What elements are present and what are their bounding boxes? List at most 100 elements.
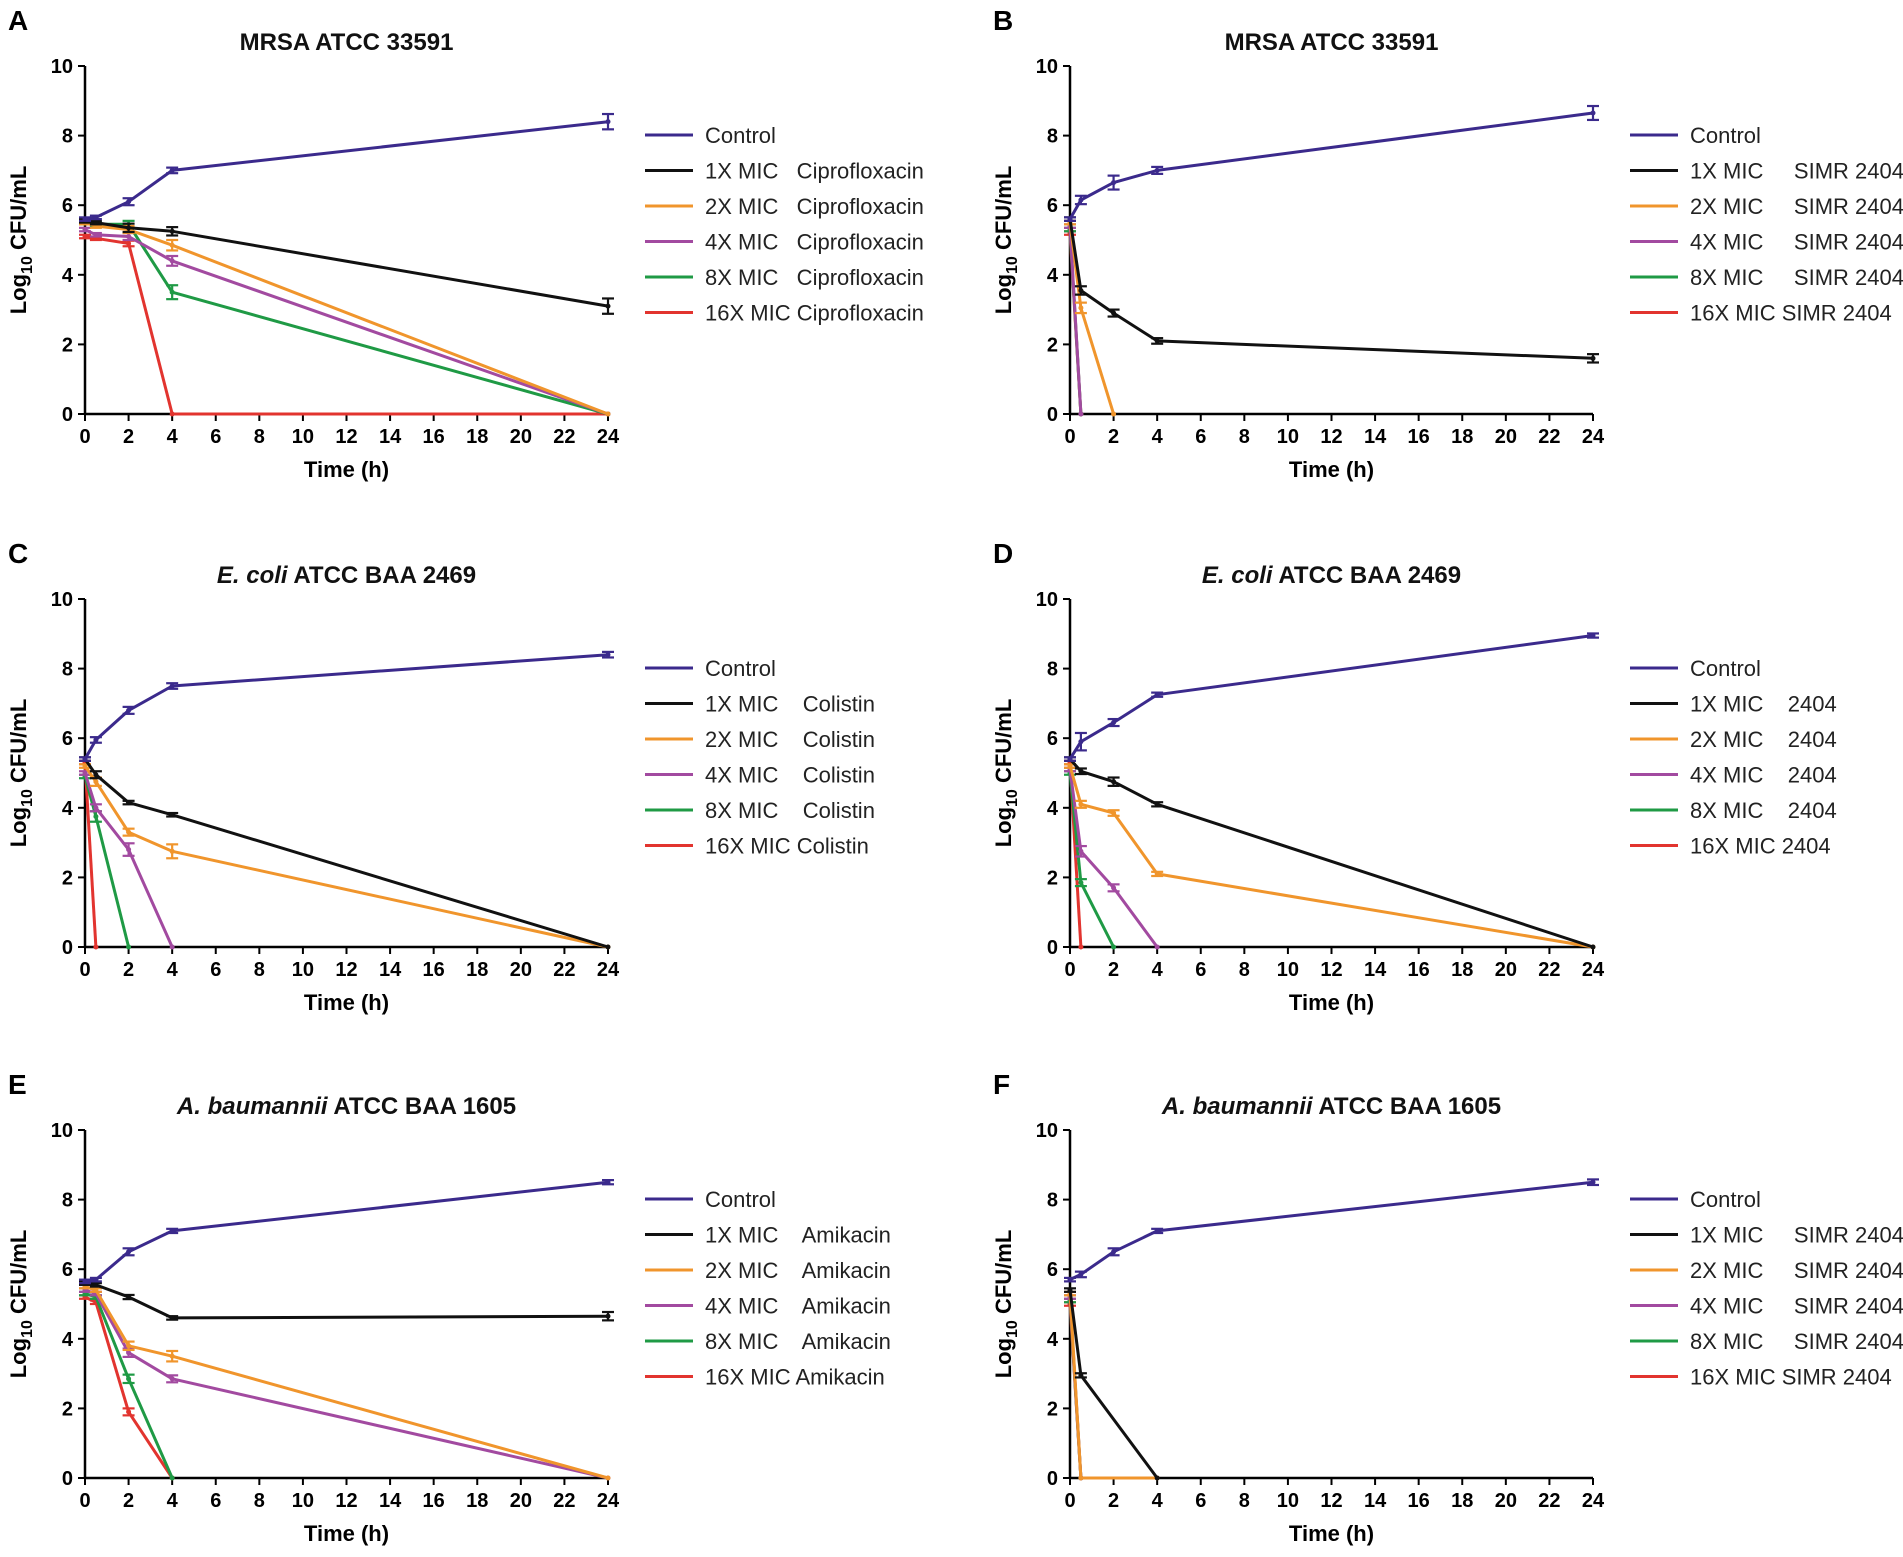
data-point (605, 1179, 611, 1185)
chart-title: E. coli ATCC BAA 2469 (217, 562, 476, 589)
series-line (84, 1180, 609, 1283)
series-line (83, 762, 98, 948)
series-line (84, 1281, 609, 1320)
series-control (79, 112, 614, 222)
y-tick-label: 4 (1047, 1329, 1059, 1351)
legend-label-2x: 2X MIC SIMR 2404 (1690, 1258, 1903, 1283)
legend-label-16x: 16X MIC Ciprofloxacin (705, 301, 924, 326)
x-tick-label: 8 (1239, 959, 1250, 981)
y-axis-label-main: Log (6, 1338, 31, 1378)
chart-title: A. baumannii ATCC BAA 1605 (176, 1093, 516, 1120)
data-point (126, 225, 132, 231)
y-axis-label-main: Log (991, 807, 1016, 847)
y-axis-label-main: Log (991, 274, 1016, 314)
series-line (1068, 769, 1159, 948)
x-tick-label: 20 (510, 959, 532, 981)
data-point (126, 1343, 132, 1349)
x-tick-label: 14 (1364, 426, 1387, 448)
legend-label-16x: 16X MIC Amikacin (705, 1365, 885, 1390)
data-point (1067, 756, 1073, 762)
x-tick-label: 24 (1582, 1490, 1605, 1512)
data-point (126, 1294, 132, 1300)
y-tick-label: 8 (62, 659, 73, 681)
data-point (605, 303, 611, 309)
legend-label-1x: 1X MIC Colistin (705, 692, 875, 717)
legend-label-16x: 16X MIC SIMR 2404 (1690, 301, 1892, 326)
series-line (84, 120, 609, 221)
x-tick-label: 22 (1538, 426, 1560, 448)
data-point (82, 756, 88, 762)
x-tick-label: 4 (1152, 959, 1164, 981)
y-tick-label: 6 (62, 728, 73, 750)
data-point (93, 737, 99, 743)
data-point (605, 944, 611, 950)
legend-label-control: Control (705, 123, 776, 148)
data-point (82, 1278, 88, 1284)
data-point (169, 1228, 175, 1234)
legend-label-2x: 2X MIC SIMR 2404 (1690, 194, 1903, 219)
data-point (1154, 1475, 1160, 1481)
data-point (169, 848, 175, 854)
data-point (93, 1287, 99, 1293)
data-point (1590, 355, 1596, 361)
y-tick-label: 0 (1047, 404, 1058, 426)
data-point (1111, 310, 1117, 316)
series-line (1068, 1293, 1158, 1480)
legend-label-4x: 4X MIC Colistin (705, 763, 875, 788)
legend-label-1x: 1X MIC 2404 (1690, 692, 1837, 717)
data-point (126, 847, 132, 853)
x-tick-label: 4 (167, 426, 179, 448)
y-tick-label: 6 (1047, 728, 1058, 750)
y-axis-label: Log10 CFU/mL (6, 1230, 36, 1379)
data-point (93, 220, 99, 226)
x-tick-label: 22 (1538, 1490, 1560, 1512)
data-point (1111, 779, 1117, 785)
legend-label-16x: 16X MIC 2404 (1690, 834, 1831, 859)
chart-title-rest: ATCC BAA 2469 (1273, 562, 1461, 589)
legend-label-control: Control (705, 656, 776, 681)
data-point (169, 1353, 175, 1359)
data-point (1067, 1277, 1073, 1283)
data-point (82, 770, 88, 776)
x-tick-label: 18 (466, 426, 488, 448)
chart-title-italic: E. coli (1202, 562, 1274, 589)
data-point (126, 707, 132, 713)
x-tick-label: 10 (292, 959, 314, 981)
legend-label-8x: 8X MIC SIMR 2404 (1690, 1329, 1903, 1354)
data-point (1078, 1271, 1084, 1277)
y-axis-label-sub: 10 (19, 789, 36, 807)
series-line (1068, 111, 1594, 220)
series-line (1068, 1289, 1159, 1479)
data-point (1078, 1372, 1084, 1378)
data-point (82, 216, 88, 222)
y-axis-label: Log10 CFU/mL (991, 1230, 1021, 1379)
data-point (1590, 110, 1596, 116)
data-point (82, 763, 88, 769)
chart-title-rest: ATCC BAA 2469 (288, 562, 476, 589)
x-tick-label: 18 (1451, 1490, 1473, 1512)
legend-label-2x: 2X MIC Ciprofloxacin (705, 194, 924, 219)
x-tick-label: 12 (1320, 426, 1342, 448)
x-tick-label: 20 (510, 1490, 532, 1512)
data-point (1067, 763, 1073, 769)
data-point (126, 800, 132, 806)
x-tick-label: 14 (1364, 959, 1387, 981)
data-point (169, 1475, 175, 1481)
x-tick-label: 6 (210, 426, 221, 448)
x-tick-label: 22 (553, 959, 575, 981)
y-tick-label: 10 (51, 56, 73, 78)
x-tick-label: 24 (597, 426, 620, 448)
x-tick-label: 12 (1320, 1490, 1342, 1512)
y-tick-label: 8 (62, 1190, 73, 1212)
x-tick-label: 6 (210, 959, 221, 981)
data-point (93, 814, 99, 819)
data-point (93, 214, 99, 220)
data-point (169, 1376, 175, 1382)
x-tick-label: 16 (423, 426, 445, 448)
y-tick-label: 10 (51, 589, 73, 611)
legend-label-2x: 2X MIC 2404 (1690, 727, 1837, 752)
data-point (126, 1249, 132, 1255)
data-point (1111, 810, 1117, 816)
